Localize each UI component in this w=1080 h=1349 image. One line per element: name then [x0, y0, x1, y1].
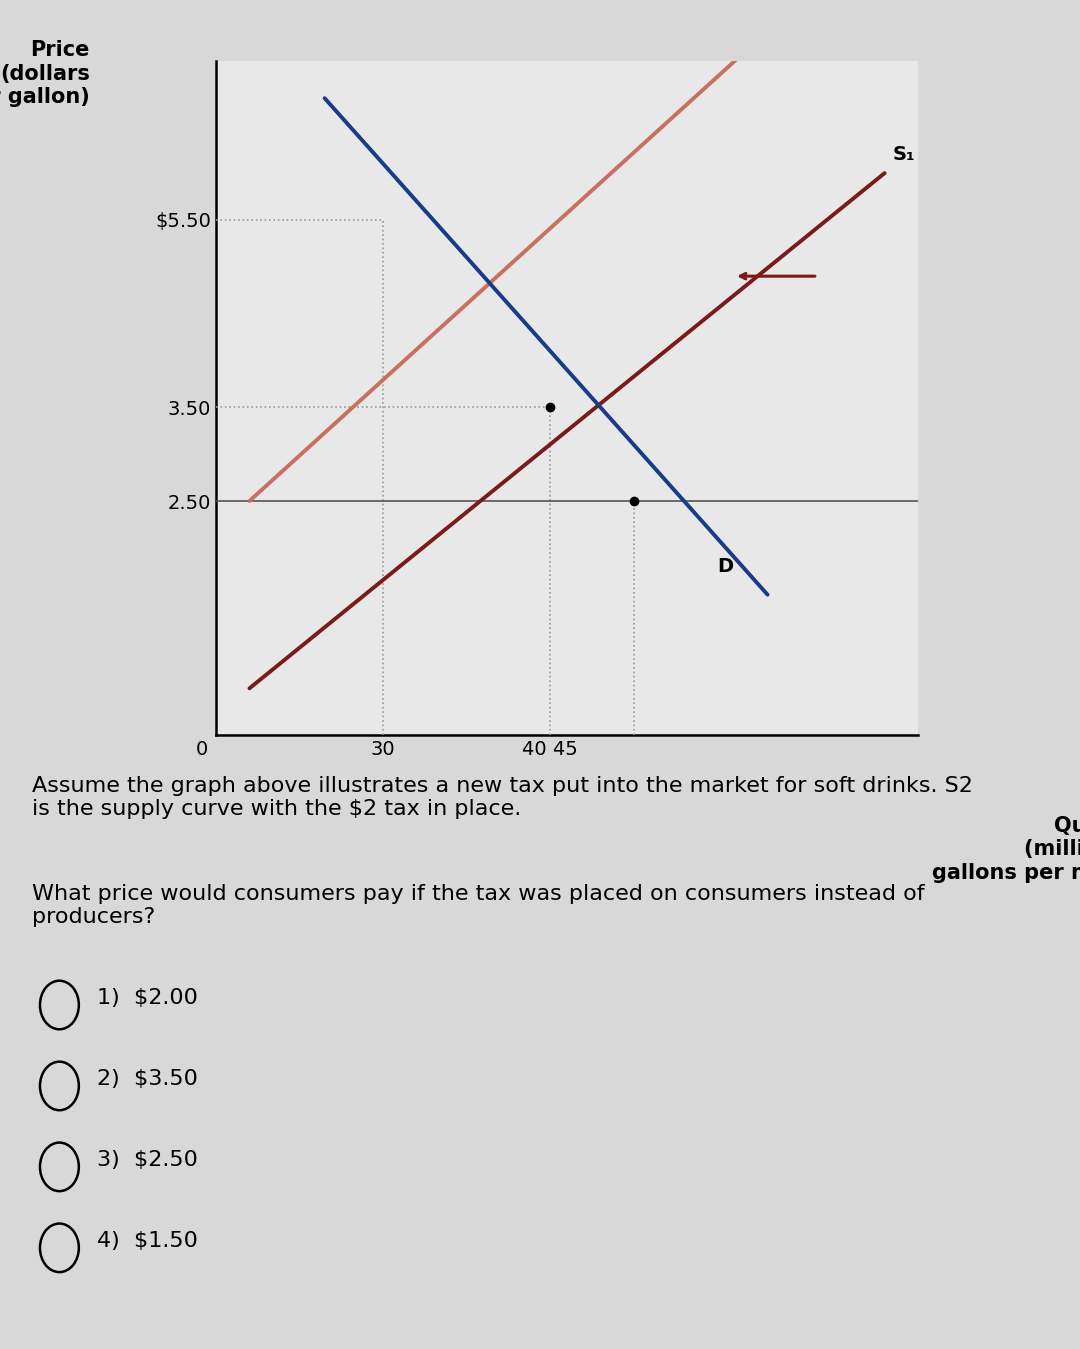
Text: Assume the graph above illustrates a new tax put into the market for soft drinks: Assume the graph above illustrates a new…	[32, 776, 973, 819]
Text: 0: 0	[195, 739, 207, 759]
Text: 3)  $2.50: 3) $2.50	[97, 1151, 198, 1170]
Text: Price
(dollars
per gallon): Price (dollars per gallon)	[0, 40, 90, 107]
Text: S₂: S₂	[835, 0, 856, 4]
Text: 2)  $3.50: 2) $3.50	[97, 1070, 198, 1089]
Text: S₁: S₁	[893, 144, 916, 163]
Text: 1)  $2.00: 1) $2.00	[97, 989, 198, 1008]
Text: D: D	[718, 557, 733, 576]
Text: What price would consumers pay if the tax was placed on consumers instead of
pro: What price would consumers pay if the ta…	[32, 884, 926, 927]
Text: 4)  $1.50: 4) $1.50	[97, 1232, 198, 1251]
Text: Quantity
(millions of
gallons per month): Quantity (millions of gallons per month)	[932, 816, 1080, 882]
